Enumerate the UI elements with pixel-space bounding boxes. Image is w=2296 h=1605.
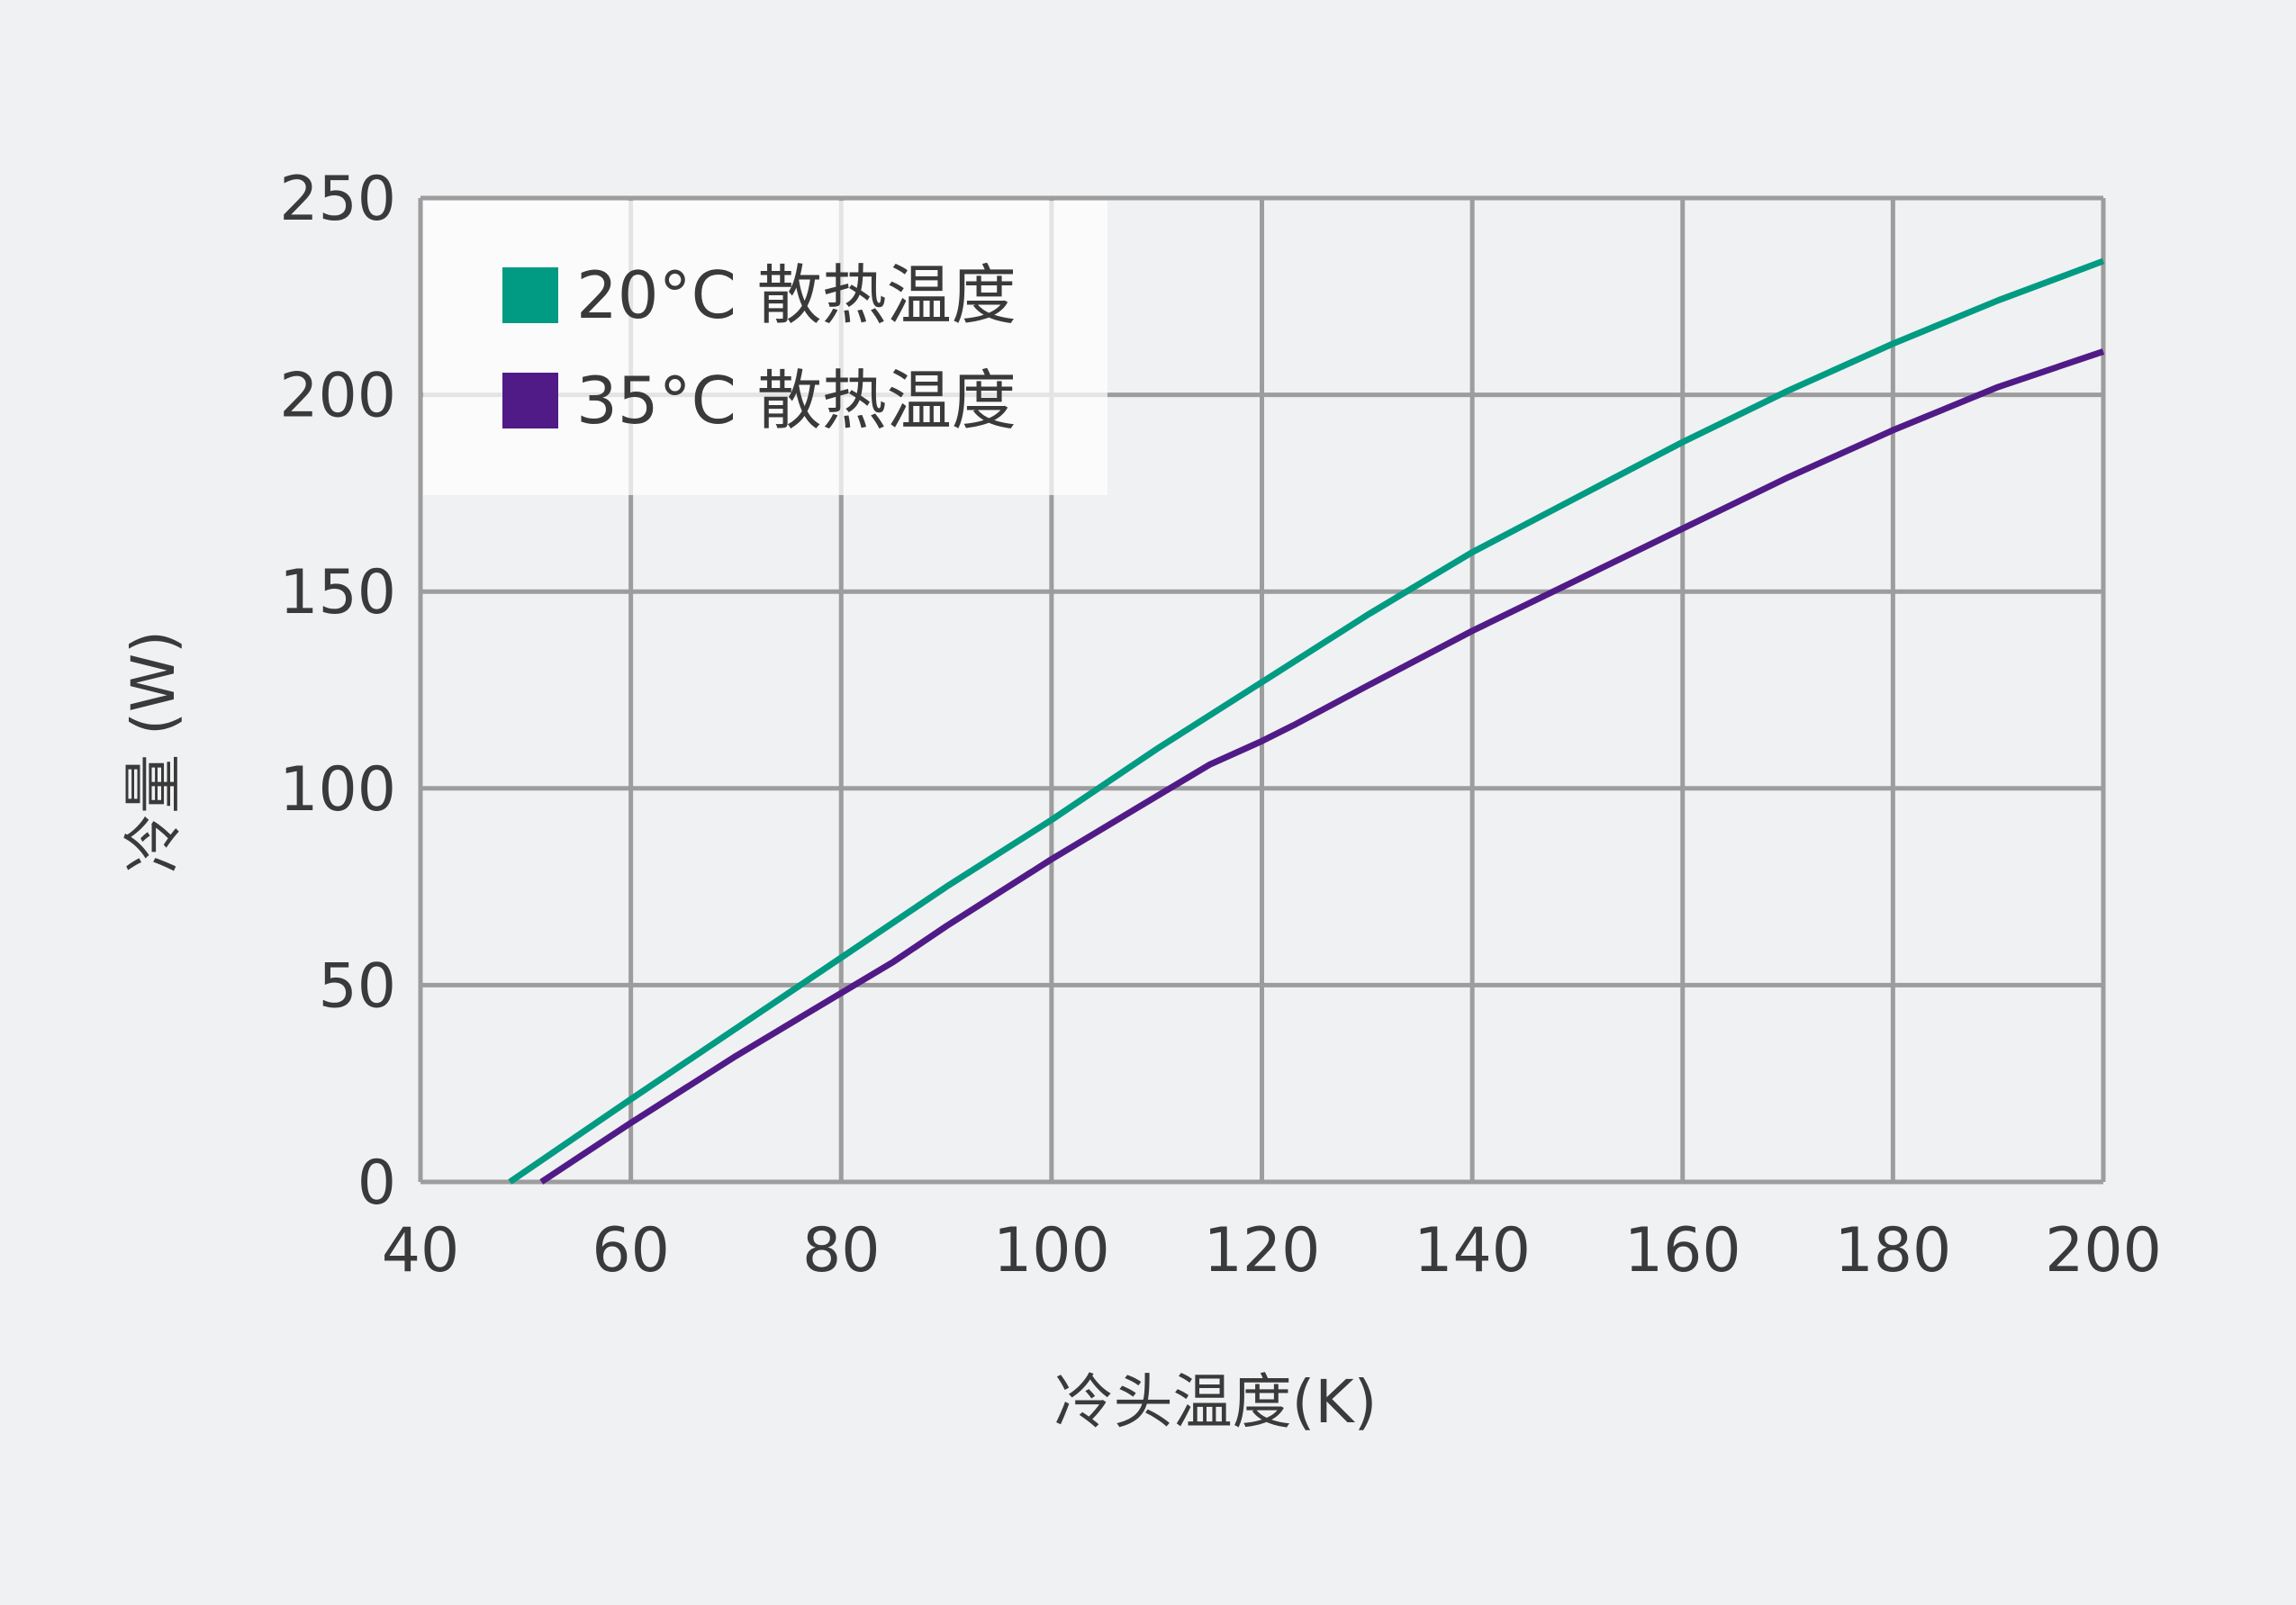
y-axis-label: 冷量 (W): [119, 630, 188, 873]
x-tick-label: 100: [993, 1215, 1110, 1286]
legend-label: 35°C 散热温度: [576, 363, 1017, 438]
y-tick-label: 200: [279, 361, 396, 432]
y-tick-label: 50: [318, 951, 396, 1022]
y-tick-label: 250: [279, 164, 396, 235]
legend-swatch: [502, 267, 558, 323]
y-tick-label: 150: [279, 557, 396, 628]
tick-labels: 40 60 80 100 120 140 160 180 200 0 50 100 150 200 250: [279, 164, 2162, 1286]
x-tick-label: 40: [382, 1215, 460, 1286]
series-layer: [508, 257, 2105, 1185]
x-tick-label: 180: [1834, 1215, 1951, 1286]
x-axis-label: 冷头温度(K): [1054, 1367, 1378, 1437]
x-tick-label: 140: [1414, 1215, 1531, 1286]
legend-label: 20°C 散热温度: [576, 257, 1017, 333]
y-tick-label: 0: [357, 1148, 396, 1219]
grid: [418, 195, 2106, 1185]
y-tick-label: 100: [279, 754, 396, 825]
legend-swatch: [502, 373, 558, 428]
legend: 20°C 散热温度 35°C 散热温度: [423, 201, 1107, 495]
legend-box: [423, 201, 1107, 495]
x-tick-label: 200: [2045, 1215, 2162, 1286]
x-tick-label: 80: [802, 1215, 881, 1286]
series-line: [539, 348, 2105, 1185]
series-line: [508, 257, 2105, 1185]
x-tick-label: 60: [592, 1215, 670, 1286]
x-tick-label: 120: [1204, 1215, 1321, 1286]
x-tick-label: 160: [1624, 1215, 1741, 1286]
